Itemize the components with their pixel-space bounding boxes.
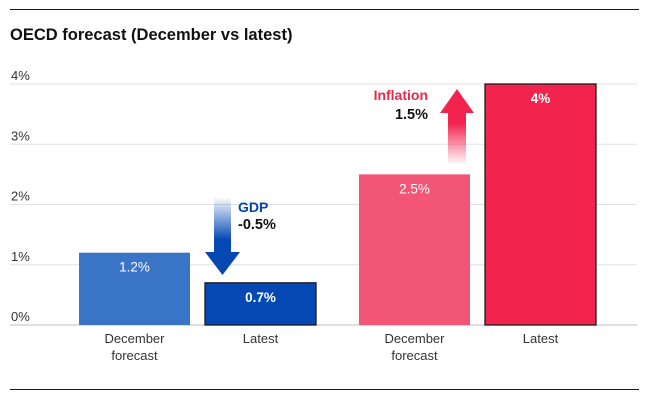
bar-gdp-december (79, 252, 190, 325)
gdp-annotation-name: GDP (238, 199, 268, 215)
bar-value-label: 4% (531, 91, 551, 106)
top-rule (10, 9, 639, 10)
bar-inflation-latest (484, 83, 597, 326)
bar-value-label: 1.2% (119, 260, 150, 275)
y-tick-label: 0% (11, 309, 30, 324)
x-category-label: Latest (523, 331, 559, 346)
y-tick-label: 1% (11, 249, 30, 264)
bar-inflation-december (359, 174, 470, 325)
bars (79, 83, 597, 326)
x-category-label: forecast (111, 348, 158, 363)
labels: 0% 1% 2% 3% 4% 1.2% December forecast 0.7% Latest… (11, 68, 559, 363)
gdp-annotation-change: -0.5% (238, 217, 276, 233)
inflation-annotation-change: 1.5% (395, 107, 428, 123)
arrow-up-icon (440, 89, 474, 165)
y-tick-label: 3% (11, 128, 30, 143)
arrow-down-icon (205, 197, 240, 275)
bar-value-label: 0.7% (245, 290, 276, 305)
bottom-rule (10, 389, 639, 390)
x-category-label: forecast (391, 348, 438, 363)
chart-title: OECD forecast (December vs latest) (10, 26, 293, 44)
x-category-label: December (105, 331, 166, 346)
x-category-label: December (385, 331, 446, 346)
x-category-label: Latest (243, 331, 279, 346)
y-tick-label: 2% (11, 189, 30, 204)
bar-value-label: 2.5% (399, 181, 430, 196)
inflation-annotation-name: Inflation (374, 87, 428, 103)
bar-gdp-latest (204, 282, 317, 326)
y-tick-label: 4% (11, 68, 30, 83)
change-arrows (205, 89, 474, 275)
